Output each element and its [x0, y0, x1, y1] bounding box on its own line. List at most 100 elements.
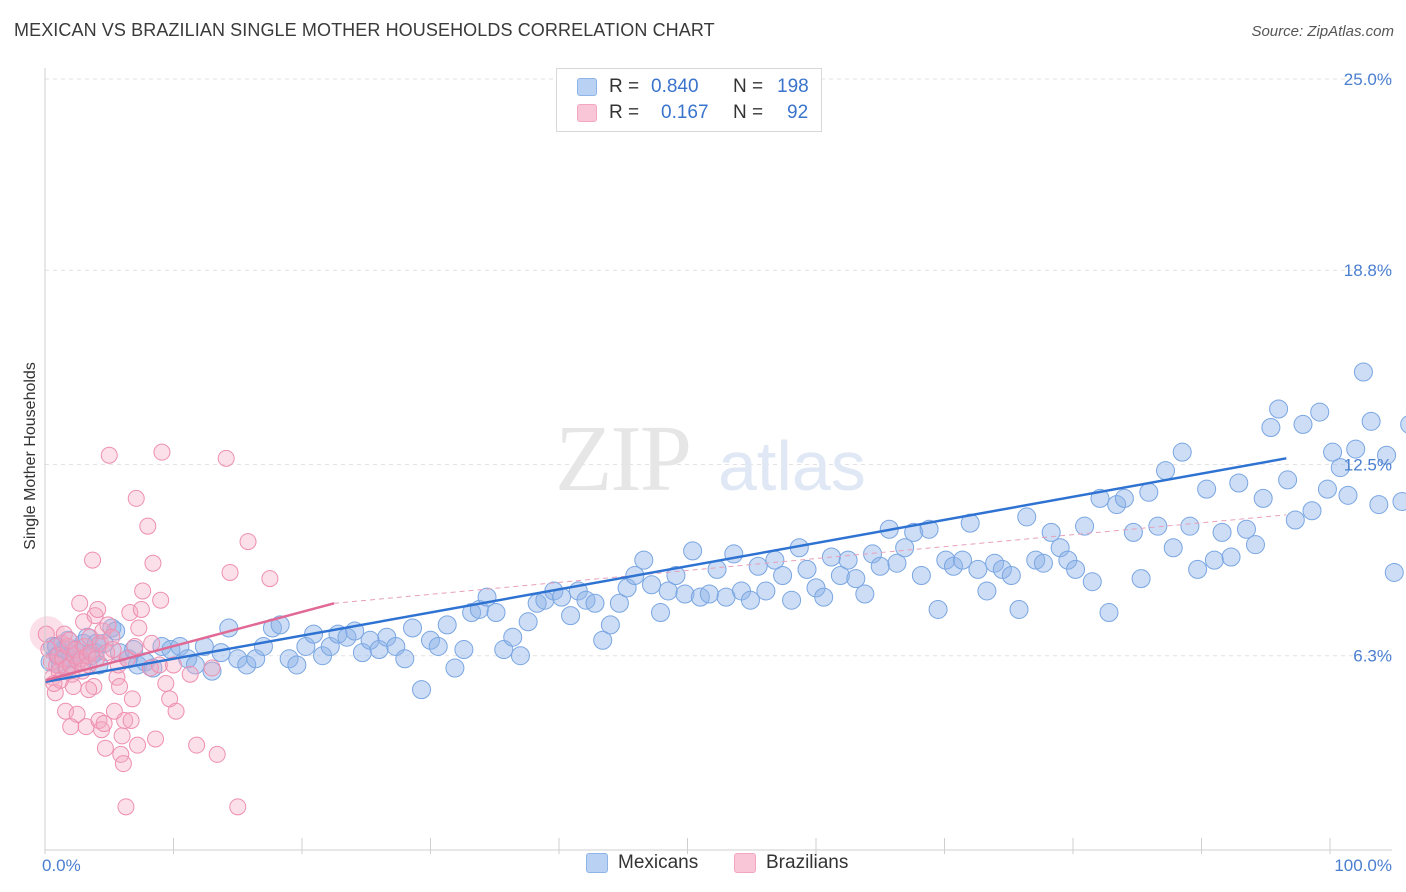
- mexicans-point: [437, 615, 457, 635]
- mexicans-point: [246, 649, 266, 669]
- legend-n-label: N =: [733, 102, 764, 123]
- mexicans-point: [403, 618, 423, 638]
- brazilians-trend-extension: [334, 514, 1287, 604]
- brazilians-point: [95, 715, 113, 733]
- mexicans-point: [1278, 470, 1298, 490]
- brazilians-point: [89, 600, 107, 618]
- legend-swatch-mexicans: [577, 78, 597, 96]
- mexicans-point: [279, 649, 299, 669]
- mexicans-point: [1323, 442, 1343, 462]
- mexicans-point: [296, 636, 316, 656]
- mexicans-point: [651, 603, 671, 623]
- mexicans-point: [814, 587, 834, 607]
- brazilians-point: [116, 711, 134, 729]
- trend-layer: [44, 457, 1287, 684]
- brazilians-point: [217, 449, 235, 467]
- mexicans-point: [1302, 501, 1322, 521]
- brazilians-point: [129, 736, 147, 754]
- mexicans-point: [561, 606, 581, 626]
- mexicans-point: [1384, 562, 1404, 582]
- mexicans-point: [395, 649, 415, 669]
- watermark-zip: ZIP: [555, 407, 690, 511]
- mexicans-point: [1066, 559, 1086, 579]
- y-tick-label: 18.8%: [1344, 261, 1392, 280]
- brazilians-point: [96, 739, 114, 757]
- brazilians-point: [117, 798, 135, 816]
- legend-n-value: 198: [777, 76, 809, 97]
- mexicans-point: [895, 538, 915, 558]
- mexicans-point: [683, 541, 703, 561]
- mexicans-point: [486, 603, 506, 623]
- brazilians-point: [165, 656, 182, 674]
- brazilians-point: [111, 678, 129, 696]
- brazilians-point: [64, 678, 82, 696]
- mexicans-point: [928, 599, 948, 619]
- mexicans-point: [1293, 414, 1313, 434]
- mexicans-point: [617, 578, 637, 598]
- mexicans-point: [1041, 522, 1061, 542]
- mexicans-point: [1269, 399, 1289, 419]
- legend-r-value: 0.840: [651, 76, 699, 97]
- mexicans-point: [919, 519, 939, 539]
- mexicans-point: [1026, 550, 1046, 570]
- mexicans-point: [642, 575, 662, 595]
- mexicans-point: [369, 640, 389, 660]
- mexicans-point: [1245, 535, 1265, 555]
- series-legend-mexicans[interactable]: Mexicans: [586, 852, 698, 874]
- brazilians-point: [113, 727, 131, 745]
- brazilians-point: [134, 582, 152, 600]
- brazilians-cluster-point: [29, 616, 66, 653]
- series-legend-brazilians[interactable]: Brazilians: [734, 852, 848, 874]
- y-tick-label: 6.3%: [1353, 647, 1392, 666]
- x-tick-label: 100.0%: [1334, 856, 1392, 875]
- brazilians-point: [208, 745, 226, 763]
- mexicans-point: [1400, 415, 1406, 434]
- mexicans-point: [1017, 507, 1037, 527]
- mexicans-point: [1033, 553, 1053, 573]
- legend-swatch-brazilians: [577, 104, 597, 122]
- mexicans-point: [600, 615, 620, 635]
- mexicans-point: [1377, 445, 1397, 465]
- brazilians-point: [126, 637, 144, 655]
- mexicans-point: [1261, 417, 1281, 437]
- x-tick-label: 0.0%: [42, 856, 81, 875]
- mexicans-point: [985, 553, 1005, 573]
- mexicans-point: [666, 566, 686, 586]
- mexicans-point: [870, 556, 890, 576]
- brazilians-point: [181, 665, 199, 683]
- brazilians-point: [239, 533, 257, 551]
- legend-swatch-brazilians: [734, 853, 756, 873]
- mexicans-point: [756, 581, 776, 601]
- brazilians-point: [100, 446, 118, 464]
- brazilians-point: [84, 551, 102, 569]
- mexicans-point: [1163, 538, 1183, 558]
- mexicans-point: [445, 658, 465, 678]
- mexicans-point: [1285, 510, 1305, 530]
- mexicans-point: [1369, 495, 1389, 515]
- mexicans-point: [977, 581, 997, 601]
- mexicans-point: [428, 636, 448, 656]
- brazilians-point: [132, 600, 150, 618]
- chart-title: MEXICAN VS BRAZILIAN SINGLE MOTHER HOUSE…: [14, 20, 715, 40]
- brazilians-point: [114, 755, 132, 773]
- series-legend-label: Brazilians: [766, 852, 849, 873]
- brazilians-point: [157, 674, 175, 692]
- y-tick-label: 25.0%: [1344, 70, 1392, 89]
- mexicans-point: [1148, 516, 1168, 536]
- mexicans-point: [782, 590, 802, 610]
- mexicans-point: [1197, 479, 1217, 499]
- legend-n-label: N =: [733, 76, 764, 97]
- brazilians-point: [69, 653, 87, 671]
- legend-r-label: R =: [609, 76, 640, 97]
- mexicans-trend-line: [44, 457, 1287, 684]
- brazilians-point: [139, 517, 157, 535]
- legend-swatch-mexicans: [586, 853, 608, 873]
- stats-legend: R = 0.840 N = 198 R = 0.167 N = 92: [556, 68, 822, 132]
- y-tick-label: 12.5%: [1344, 456, 1392, 475]
- legend-r-label: R =: [609, 102, 640, 123]
- mexicans-point: [287, 655, 307, 675]
- mexicans-point: [1204, 550, 1224, 570]
- brazilians-point: [104, 641, 122, 659]
- brazilians-point: [221, 563, 239, 581]
- brazilians-point: [147, 730, 165, 748]
